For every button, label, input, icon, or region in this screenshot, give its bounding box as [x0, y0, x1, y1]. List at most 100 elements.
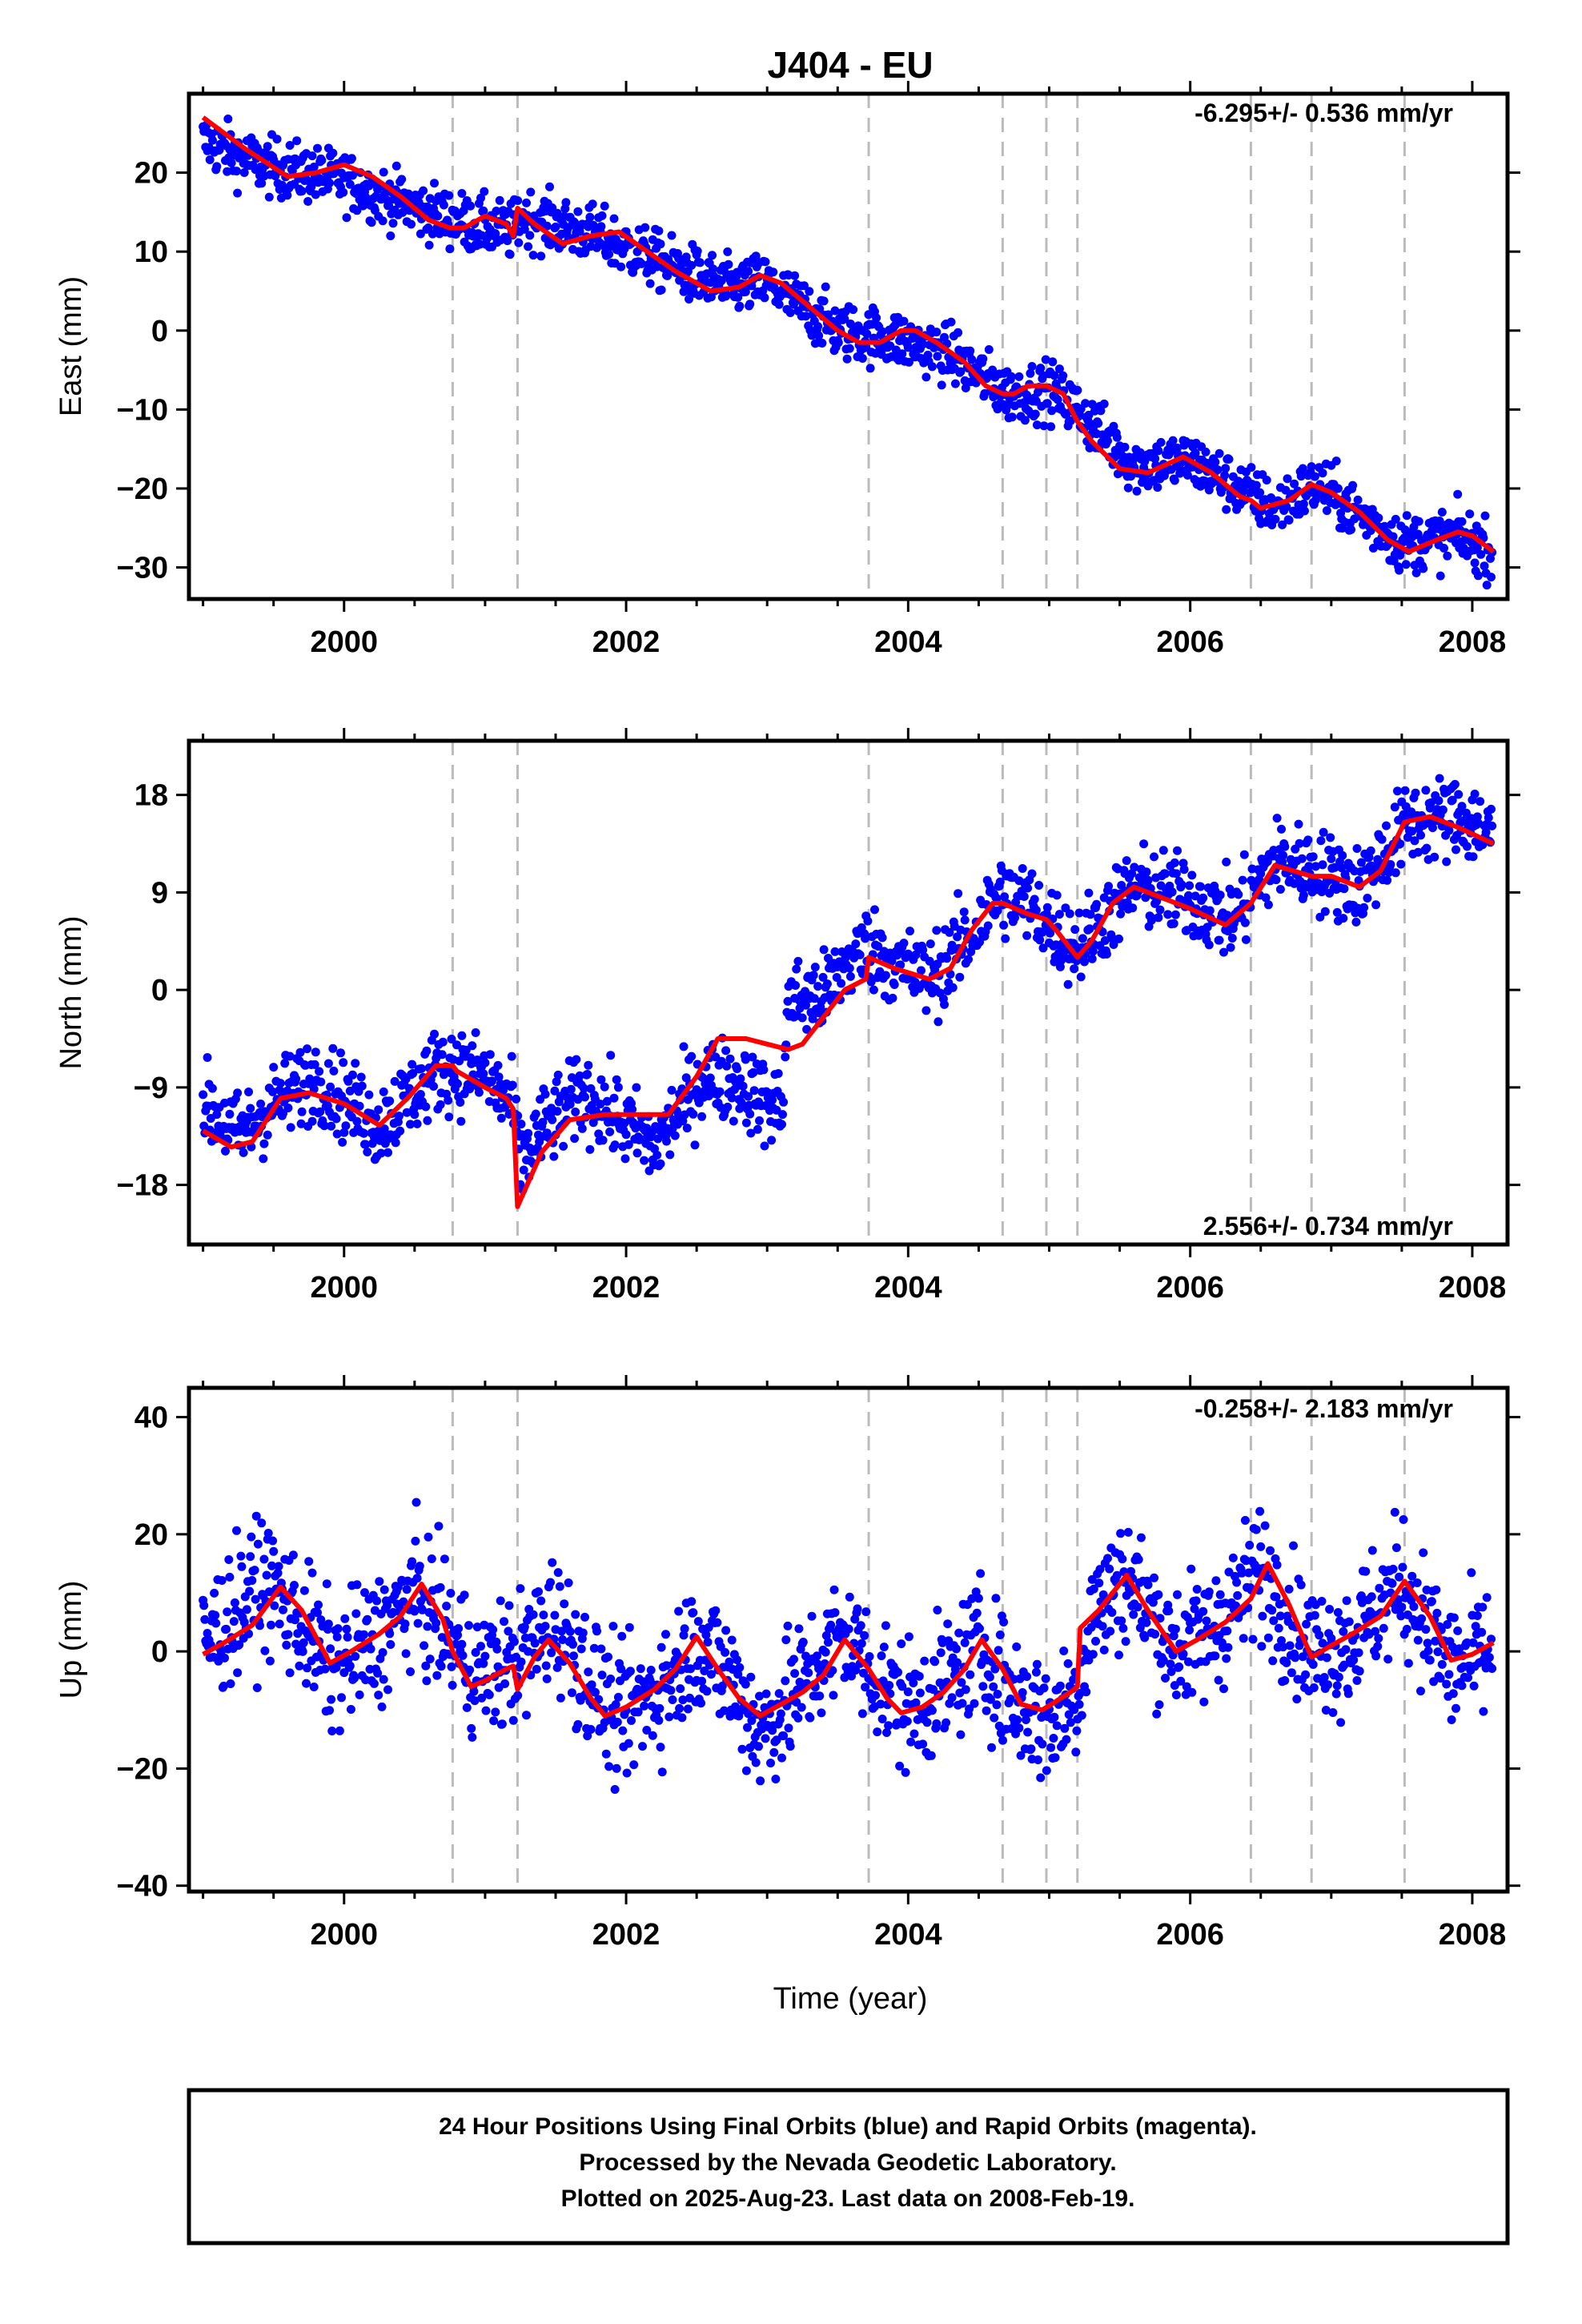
data-point — [612, 1075, 621, 1084]
data-point — [1170, 476, 1179, 485]
data-point — [1452, 1703, 1460, 1713]
data-point — [1257, 1642, 1267, 1651]
data-point — [885, 1681, 894, 1690]
data-point — [990, 1664, 1000, 1674]
data-point — [1448, 1689, 1458, 1699]
data-point — [1018, 1688, 1027, 1697]
data-point — [576, 1644, 586, 1654]
data-point — [1038, 1739, 1047, 1749]
data-point — [899, 316, 909, 326]
data-point — [627, 1716, 636, 1725]
data-point — [744, 267, 753, 276]
model-line — [202, 814, 1495, 1209]
data-point — [1300, 506, 1309, 516]
data-point — [542, 1674, 552, 1683]
data-point — [242, 1605, 251, 1614]
data-point — [932, 926, 942, 935]
data-point — [976, 1569, 986, 1578]
data-point — [893, 1667, 902, 1677]
data-point — [559, 1141, 568, 1151]
data-point — [317, 155, 327, 165]
data-point — [946, 317, 956, 327]
data-point — [702, 269, 712, 279]
data-point — [830, 306, 840, 316]
data-point — [970, 1699, 979, 1708]
data-point — [882, 1728, 891, 1737]
data-point — [1034, 1755, 1042, 1764]
data-point — [1417, 1614, 1427, 1623]
data-point — [918, 340, 928, 349]
data-point — [1150, 852, 1158, 862]
data-point — [310, 1059, 319, 1069]
data-point — [937, 380, 946, 390]
data-point — [1272, 1560, 1282, 1570]
data-point — [1284, 1584, 1294, 1594]
data-point — [1393, 786, 1402, 796]
data-point — [1167, 887, 1177, 897]
data-point — [247, 1532, 256, 1542]
data-point — [697, 1699, 705, 1708]
data-point — [272, 135, 282, 144]
data-point — [1012, 1642, 1022, 1651]
data-point — [1222, 1654, 1231, 1663]
x-tick-label: 2008 — [1439, 1271, 1507, 1305]
data-point — [1054, 910, 1064, 919]
data-point — [1177, 880, 1186, 890]
data-point — [432, 1618, 441, 1628]
data-point — [1341, 1645, 1351, 1655]
data-point — [580, 1092, 589, 1102]
data-point — [799, 281, 809, 291]
data-point — [571, 1610, 580, 1619]
data-point — [662, 1661, 671, 1671]
data-point — [954, 328, 963, 337]
data-point — [741, 287, 750, 296]
data-point — [1290, 479, 1299, 489]
data-point — [359, 1630, 368, 1639]
data-point — [315, 1107, 325, 1116]
data-point — [566, 1084, 576, 1094]
data-point — [819, 296, 829, 306]
data-point — [915, 1688, 925, 1698]
data-point — [1199, 1697, 1209, 1707]
data-point — [1007, 412, 1017, 422]
data-point — [1388, 532, 1398, 541]
data-point — [1487, 573, 1496, 582]
data-point — [661, 1630, 670, 1639]
data-point — [1395, 839, 1405, 849]
data-point — [665, 1712, 674, 1722]
data-point — [1211, 1576, 1221, 1586]
data-point — [986, 1695, 995, 1704]
data-point — [503, 236, 512, 246]
data-point — [1109, 421, 1118, 431]
data-point — [491, 229, 500, 239]
data-point — [1161, 869, 1170, 879]
data-point — [927, 362, 937, 372]
x-tick-label: 2002 — [592, 1918, 661, 1952]
data-point — [1480, 511, 1490, 521]
data-point — [437, 1633, 447, 1642]
data-point — [524, 1128, 533, 1138]
data-point — [326, 1644, 335, 1654]
data-point — [781, 1635, 791, 1645]
data-point — [1022, 1715, 1030, 1724]
data-point — [1022, 1672, 1032, 1681]
data-point — [795, 1678, 805, 1687]
data-point — [309, 1683, 319, 1691]
data-point — [1386, 860, 1395, 869]
data-point — [1317, 1597, 1327, 1606]
data-point — [384, 201, 394, 211]
data-point — [794, 1624, 804, 1634]
data-point — [1006, 372, 1016, 381]
data-point — [1035, 935, 1045, 945]
velocity-rate-label: 2.556+/- 0.734 mm/yr — [1203, 1212, 1453, 1240]
data-point — [1240, 918, 1250, 927]
data-point — [492, 1644, 502, 1654]
data-point — [485, 1050, 495, 1059]
data-point — [1356, 858, 1366, 867]
data-point — [471, 1028, 480, 1037]
y-tick-label: −9 — [134, 1072, 168, 1105]
data-point — [264, 192, 274, 202]
data-point — [1154, 446, 1163, 456]
data-point — [1088, 1650, 1098, 1659]
data-point — [434, 1522, 444, 1531]
